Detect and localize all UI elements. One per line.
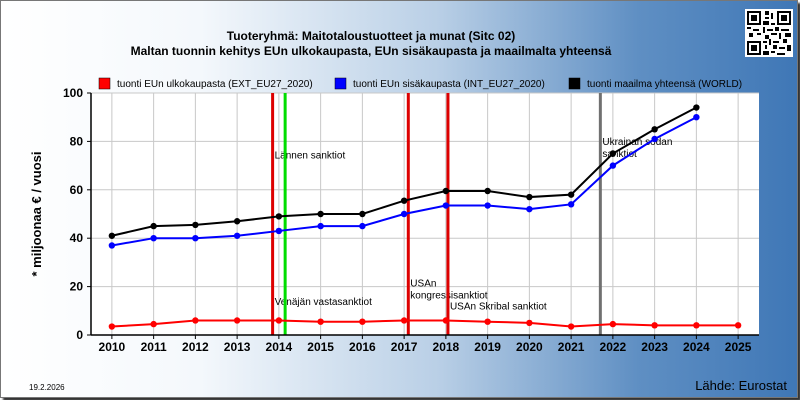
x-tick-label: 2020 [516, 340, 543, 354]
data-point [693, 114, 700, 121]
x-tick-label: 2012 [182, 340, 209, 354]
data-point [108, 323, 116, 330]
data-point [693, 104, 700, 111]
series-line [111, 319, 739, 328]
data-point [233, 317, 241, 324]
data-point [317, 222, 324, 230]
x-tick-label: 2014 [266, 340, 293, 354]
legend-swatch [568, 77, 581, 90]
y-axis-label: * miljoonaa € / vuosi [29, 152, 44, 277]
data-point [275, 213, 283, 220]
x-tick-label: 2010 [99, 340, 126, 354]
data-point [150, 235, 157, 242]
legend-label: tuonti EUn sisäkaupasta (INT_EU27_2020) [353, 79, 545, 90]
data-point [526, 319, 533, 327]
data-point [734, 322, 742, 329]
data-point [108, 232, 116, 239]
data-point [484, 318, 491, 325]
x-tick-label: 2018 [433, 340, 460, 354]
x-tick-label: 2013 [224, 340, 251, 354]
x-tick-label: 2022 [600, 340, 627, 354]
chart-title: Tuoteryhmä: Maitotaloustuotteet ja munat… [226, 29, 516, 43]
legend-swatch [334, 77, 347, 90]
x-tick-label: 2024 [683, 340, 710, 354]
x-tick-label: 2023 [641, 340, 668, 354]
data-point [400, 210, 408, 218]
y-tick-label: 40 [70, 231, 84, 245]
date-label: 19.2.2026 [29, 383, 65, 392]
x-tick-label: 2017 [391, 340, 418, 354]
data-point [567, 323, 575, 330]
data-point [442, 317, 450, 324]
data-point [192, 317, 199, 324]
data-point [484, 187, 491, 195]
data-point [651, 126, 658, 133]
legend-label: tuonti EUn ulkokaupasta (EXT_EU27_2020) [117, 79, 313, 90]
chart-subtitle: Maltan tuonnin kehitys EUn ulkokaupasta,… [130, 44, 612, 58]
data-point [108, 242, 116, 249]
data-point [275, 317, 283, 324]
data-point [526, 193, 533, 201]
data-point [693, 322, 700, 329]
event-label: USAn [410, 279, 436, 290]
data-point [317, 210, 324, 218]
legend-label: tuonti maailma yhteensä (WORLD) [587, 79, 742, 90]
y-tick-label: 0 [76, 328, 83, 342]
data-point [192, 221, 199, 229]
data-point [484, 202, 491, 209]
data-point [651, 322, 658, 329]
event-label: Ukrainan sodan [602, 137, 672, 148]
data-point [233, 232, 241, 239]
data-point [400, 317, 408, 324]
data-point [526, 205, 533, 213]
event-label: USAn Skribal sanktiot [450, 302, 547, 313]
data-point [609, 162, 617, 169]
source-label: Lähde: Eurostat [695, 378, 787, 393]
data-point [567, 191, 575, 198]
x-tick-label: 2021 [558, 340, 585, 354]
x-tick-label: 2025 [725, 340, 752, 354]
qr-code-icon [745, 9, 793, 57]
data-point [150, 320, 157, 328]
data-point [359, 222, 366, 230]
x-tick-label: 2019 [474, 340, 501, 354]
y-tick-label: 60 [70, 183, 84, 197]
data-point [150, 222, 157, 230]
data-point [400, 197, 408, 204]
data-point [609, 320, 617, 328]
data-point [359, 318, 366, 325]
legend-swatch [98, 77, 111, 90]
data-point [609, 150, 617, 157]
data-point [275, 227, 283, 235]
x-tick-label: 2015 [307, 340, 334, 354]
event-label: sanktiot [602, 149, 637, 160]
data-point [567, 201, 575, 208]
data-point [192, 235, 199, 242]
y-tick-label: 20 [70, 280, 84, 294]
data-point [317, 318, 324, 325]
data-point [233, 218, 241, 225]
x-tick-label: 2016 [349, 340, 376, 354]
event-label: Lännen sanktiot [275, 150, 346, 161]
event-label: Venäjän vastasanktiot [275, 297, 373, 308]
data-point [442, 187, 450, 195]
y-tick-label: 80 [70, 134, 84, 148]
data-point [359, 210, 366, 218]
data-point [442, 202, 450, 209]
y-tick-label: 100 [63, 86, 83, 100]
x-tick-label: 2011 [141, 340, 167, 354]
data-point [651, 135, 658, 143]
